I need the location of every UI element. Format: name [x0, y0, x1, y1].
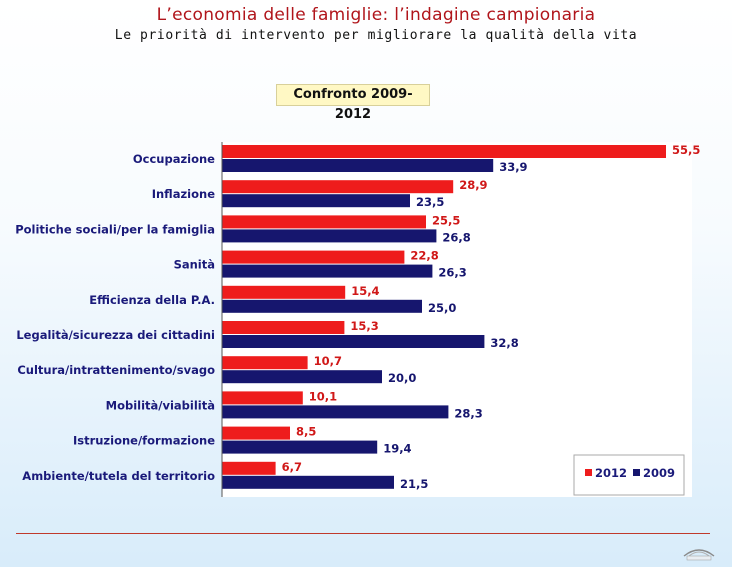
bar-2009 — [222, 194, 410, 208]
data-label-2009: 33,9 — [499, 160, 527, 174]
bar-2009 — [222, 405, 449, 419]
data-label-2009: 20,0 — [388, 371, 416, 385]
category-label: Mobilità/viabilità — [106, 398, 215, 412]
category-label: Cultura/intrattenimento/svago — [17, 363, 215, 377]
category-label: Ambiente/tutela del territorio — [22, 469, 215, 483]
category-label: Istruzione/formazione — [73, 434, 215, 448]
bar-2012 — [222, 426, 290, 440]
data-label-2012: 28,9 — [459, 178, 487, 192]
bar-2009 — [222, 370, 382, 384]
page-title: L’economia delle famiglie: l’indagine ca… — [156, 5, 596, 25]
bar-2009 — [222, 475, 394, 489]
bar-2012 — [222, 180, 454, 194]
bar-2009 — [222, 335, 485, 348]
page-subtitle: Le priorità di intervento per migliorare… — [114, 28, 638, 43]
data-label-2009: 21,5 — [400, 477, 428, 491]
data-label-2012: 55,5 — [672, 143, 700, 157]
data-label-2009: 25,0 — [428, 301, 456, 315]
bar-2012 — [222, 285, 346, 299]
category-label: Inflazione — [152, 187, 215, 201]
data-label-2012: 22,8 — [410, 249, 438, 263]
data-label-2009: 28,3 — [454, 406, 482, 420]
legend: 2012 2009 — [573, 454, 685, 496]
bar-2012 — [222, 145, 666, 158]
data-label-2009: 19,4 — [383, 442, 411, 456]
bar-2012 — [222, 321, 345, 334]
bar-2009 — [222, 264, 433, 278]
bar-2012 — [222, 250, 405, 264]
data-label-2012: 15,4 — [351, 284, 379, 298]
bar-2009 — [222, 159, 494, 172]
data-label-2012: 15,3 — [350, 319, 378, 333]
data-label-2009: 32,8 — [490, 336, 518, 350]
category-label: Occupazione — [133, 152, 215, 166]
legend-swatch-2012 — [585, 469, 592, 476]
data-label-2012: 6,7 — [282, 460, 302, 474]
bar-2012 — [222, 461, 276, 475]
category-label: Legalità/sicurezza dei cittadini — [16, 328, 215, 342]
category-label: Politiche sociali/per la famiglia — [15, 222, 215, 236]
category-label: Efficienza della P.A. — [89, 293, 215, 307]
bar-2012 — [222, 356, 308, 370]
legend-box — [573, 454, 685, 496]
data-label-2009: 23,5 — [416, 195, 444, 209]
bar-2012 — [222, 215, 426, 229]
bar-2009 — [222, 440, 378, 454]
bar-2012 — [222, 391, 303, 405]
data-label-2012: 8,5 — [296, 425, 316, 439]
bar-2009 — [222, 299, 422, 313]
data-label-2009: 26,8 — [442, 230, 470, 244]
category-label: Sanità — [174, 258, 215, 272]
legend-label-2009: 2009 — [643, 466, 675, 480]
data-label-2012: 10,7 — [314, 354, 342, 368]
footer-divider — [16, 533, 710, 534]
legend-swatch-2009 — [633, 469, 640, 476]
organization-logo-icon — [683, 549, 715, 561]
data-label-2009: 26,3 — [438, 266, 466, 280]
bar-2009 — [222, 229, 437, 243]
legend-label-2012: 2012 — [595, 466, 627, 480]
data-label-2012: 10,1 — [309, 389, 337, 403]
chart-title: Confronto 2009-2012 — [276, 84, 430, 122]
data-label-2012: 25,5 — [432, 213, 460, 227]
